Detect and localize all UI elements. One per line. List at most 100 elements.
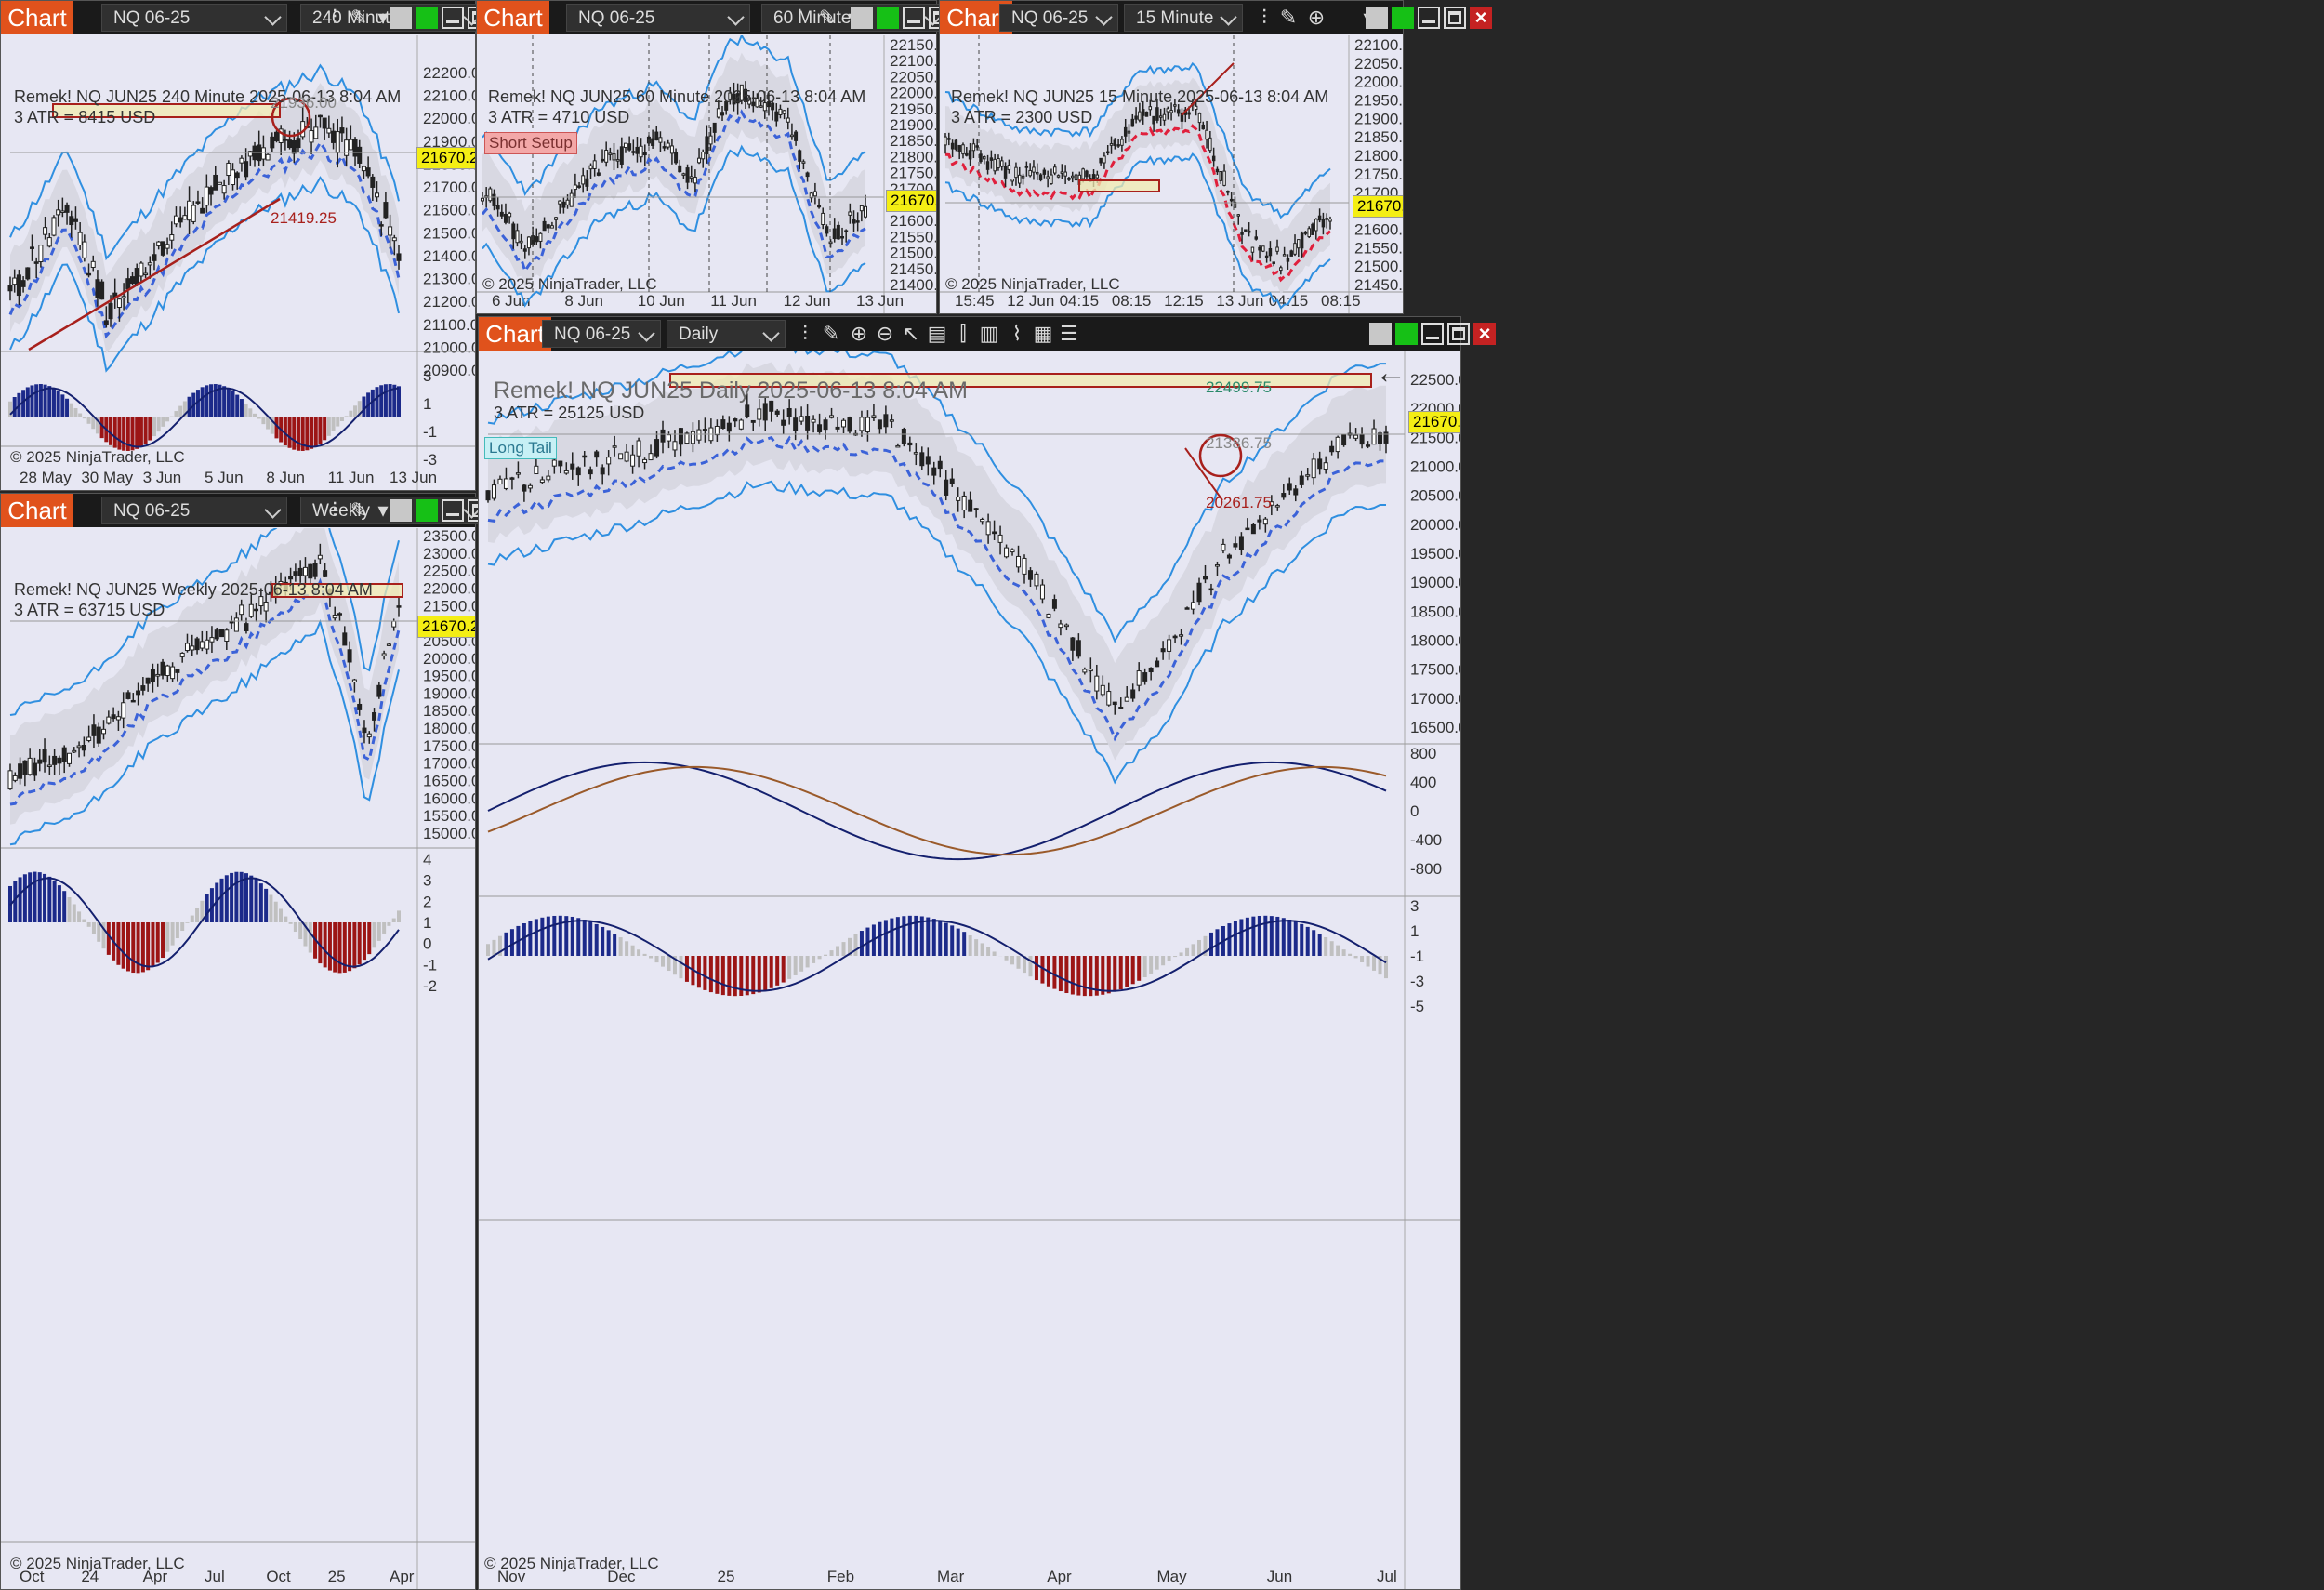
list-icon[interactable]: ☰ bbox=[1057, 322, 1081, 346]
bar-type-icon[interactable]: ⫶ bbox=[323, 498, 347, 523]
chart-menu-button[interactable]: Chart bbox=[479, 317, 551, 351]
candle-body bbox=[13, 278, 17, 285]
candle-body bbox=[972, 144, 975, 151]
data-box-icon[interactable]: ▤ bbox=[925, 322, 949, 346]
maximize-icon[interactable] bbox=[1444, 7, 1466, 29]
color-picker-green[interactable] bbox=[877, 7, 899, 29]
bar-type-icon[interactable]: ⫶ bbox=[787, 6, 812, 30]
color-picker-gray[interactable] bbox=[390, 7, 412, 29]
close-icon[interactable]: × bbox=[1470, 7, 1492, 29]
candle-body bbox=[1290, 251, 1293, 257]
candle-body bbox=[822, 213, 825, 224]
candle-body bbox=[643, 152, 646, 155]
candle-body bbox=[1103, 156, 1106, 163]
price-axis-tick: 17000.00 bbox=[1410, 690, 1460, 708]
bar-type-icon[interactable]: ⫶ bbox=[323, 6, 347, 30]
color-picker-gray[interactable] bbox=[1369, 323, 1392, 345]
plot-area[interactable]: 23500.0023000.0022500.0022000.0021500.00… bbox=[1, 528, 475, 1589]
candle-body bbox=[670, 146, 673, 153]
chart-trader-icon[interactable]: ▦ bbox=[1031, 322, 1055, 346]
candle-body bbox=[1372, 429, 1376, 444]
oscillator-histogram-bar bbox=[1052, 956, 1056, 989]
atr-label: 3 ATR = 2300 USD bbox=[951, 108, 1092, 127]
candle-body bbox=[205, 187, 208, 205]
candle-body bbox=[1221, 544, 1225, 550]
instrument-selector[interactable]: NQ 06-25 bbox=[101, 497, 287, 524]
short-setup-badge: Short Setup bbox=[484, 132, 577, 154]
candle-body bbox=[1223, 171, 1226, 185]
maximize-icon[interactable] bbox=[1447, 323, 1470, 345]
instrument-selector[interactable]: NQ 06-25 bbox=[542, 320, 661, 348]
color-picker-gray[interactable] bbox=[851, 7, 873, 29]
minimize-icon[interactable] bbox=[442, 499, 464, 522]
oscillator-histogram-bar bbox=[601, 927, 604, 956]
plot-area[interactable]: 22500.0022000.0021500.0021000.0020500.00… bbox=[479, 351, 1460, 1589]
oscillator-histogram-bar bbox=[1294, 921, 1298, 956]
chart-menu-button[interactable]: Chart bbox=[1, 494, 73, 527]
candle-body bbox=[790, 135, 793, 137]
candle-body bbox=[775, 112, 778, 121]
instrument-selector[interactable]: NQ 06-25 bbox=[101, 4, 287, 32]
instrument-selector[interactable]: NQ 06-25 bbox=[999, 4, 1118, 32]
oscillator-histogram-bar bbox=[588, 921, 592, 956]
bar-type-icon[interactable]: ⫶ bbox=[793, 322, 817, 346]
color-picker-green[interactable] bbox=[1392, 7, 1414, 29]
pointer-icon[interactable]: ↖ bbox=[899, 322, 923, 346]
candle-body bbox=[713, 123, 716, 132]
price-chart-15min[interactable]: 22100.0022050.0022000.0021950.0021900.00… bbox=[940, 35, 1403, 313]
oscillator-histogram-bar bbox=[294, 922, 297, 932]
color-picker-gray[interactable] bbox=[1366, 7, 1388, 29]
bar-type-icon[interactable]: ⫶ bbox=[1252, 6, 1276, 30]
minimize-icon[interactable] bbox=[1418, 7, 1440, 29]
drawing-tool-icon[interactable]: ✎ bbox=[347, 498, 371, 523]
minimize-icon[interactable] bbox=[1421, 323, 1444, 345]
price-axis-tick: 22100.00 bbox=[423, 87, 475, 105]
plot-area[interactable]: 22100.0022050.0022000.0021950.0021900.00… bbox=[940, 35, 1403, 313]
color-picker-gray[interactable] bbox=[390, 499, 412, 522]
drawing-tool-icon[interactable]: ✎ bbox=[815, 6, 839, 30]
candle-body bbox=[783, 111, 786, 113]
close-icon[interactable]: × bbox=[1473, 323, 1496, 345]
chart-menu-button[interactable]: Chart bbox=[477, 1, 549, 34]
candle-body bbox=[58, 758, 61, 763]
oscillator-histogram-bar bbox=[775, 956, 779, 986]
level-label-top: 21936.00 bbox=[267, 93, 340, 113]
candle-body bbox=[205, 640, 209, 649]
plot-area[interactable]: 22200.0022100.0022000.0021900.0021800.00… bbox=[1, 35, 475, 490]
zoom-out-icon[interactable]: ⊖ bbox=[873, 322, 897, 346]
minimize-icon[interactable] bbox=[442, 7, 464, 29]
candle-body bbox=[43, 749, 46, 762]
interval-selector[interactable]: Daily bbox=[667, 320, 786, 348]
color-picker-green[interactable] bbox=[1395, 323, 1418, 345]
oscillator-axis-tick: 3 bbox=[1410, 897, 1419, 915]
price-chart-60min[interactable]: 22150.0022100.0022050.0022000.0021950.00… bbox=[477, 35, 936, 313]
oscillator-histogram-bar bbox=[1372, 956, 1376, 971]
zoom-in-icon[interactable]: ⊕ bbox=[1304, 6, 1328, 30]
candle-body bbox=[209, 188, 213, 194]
candle-body bbox=[38, 760, 42, 763]
price-chart-daily[interactable]: 22500.0022000.0021500.0021000.0020500.00… bbox=[479, 351, 1460, 1589]
oscillator-histogram-bar bbox=[685, 956, 689, 982]
candle-body bbox=[1039, 175, 1042, 179]
instrument-selector[interactable]: NQ 06-25 bbox=[566, 4, 750, 32]
drawing-tool-icon[interactable]: ✎ bbox=[347, 6, 371, 30]
scroll-to-latest-icon[interactable]: ← bbox=[1375, 355, 1406, 391]
properties-icon[interactable]: ⫿ bbox=[951, 322, 975, 346]
oscillator-histogram-bar bbox=[1360, 956, 1364, 962]
candle-body bbox=[352, 680, 356, 682]
zoom-in-icon[interactable]: ⊕ bbox=[847, 322, 871, 346]
minimize-icon[interactable] bbox=[903, 7, 925, 29]
color-picker-green[interactable] bbox=[416, 7, 438, 29]
price-chart-weekly[interactable]: 23500.0023000.0022500.0022000.0021500.00… bbox=[1, 528, 475, 1589]
strategies-icon[interactable]: ⌇ bbox=[1005, 322, 1029, 346]
candle-body bbox=[292, 140, 296, 152]
color-picker-green[interactable] bbox=[416, 499, 438, 522]
plot-area[interactable]: 22150.0022100.0022050.0022000.0021950.00… bbox=[477, 35, 936, 313]
chart-menu-button[interactable]: Chart bbox=[1, 1, 73, 34]
oscillator-histogram-bar bbox=[328, 922, 332, 971]
drawing-tool-icon[interactable]: ✎ bbox=[1276, 6, 1301, 30]
indicators-icon[interactable]: ▥ bbox=[977, 322, 1001, 346]
drawing-tool-icon[interactable]: ✎ bbox=[819, 322, 843, 346]
candle-body bbox=[878, 420, 881, 429]
interval-selector[interactable]: 15 Minute bbox=[1124, 4, 1243, 32]
